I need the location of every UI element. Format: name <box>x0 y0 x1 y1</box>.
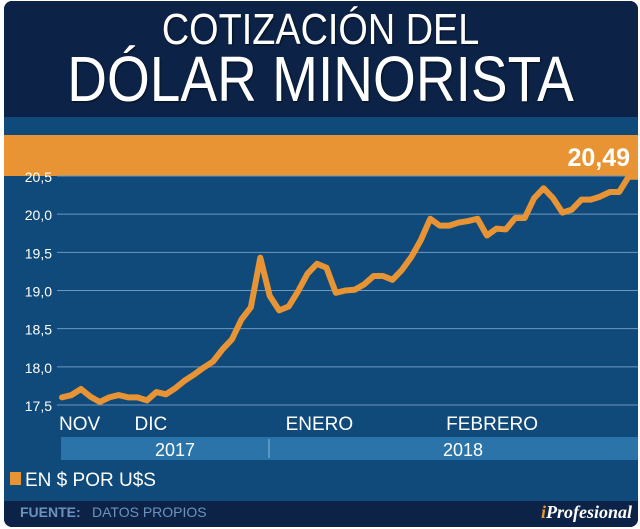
data-point <box>137 396 139 398</box>
data-point <box>429 218 431 220</box>
data-point <box>382 275 384 277</box>
data-point <box>609 191 611 193</box>
header: COTIZACIÓN DEL DÓLAR MINORISTA <box>4 1 638 117</box>
data-point <box>533 197 535 199</box>
data-point <box>278 309 280 311</box>
data-point <box>61 396 63 398</box>
iprofesional-logo: iProfesional <box>541 502 632 523</box>
data-point <box>165 393 167 395</box>
data-point <box>70 394 72 396</box>
data-point <box>335 292 337 294</box>
data-point <box>297 290 299 292</box>
data-point <box>222 348 224 350</box>
legend-swatch <box>10 472 21 485</box>
data-point <box>373 275 375 277</box>
data-point <box>108 396 110 398</box>
data-point <box>250 306 252 308</box>
data-point <box>552 197 554 199</box>
data-point <box>269 295 271 297</box>
title-line-1-text: COTIZACIÓN DEL <box>162 5 480 54</box>
data-point <box>240 319 242 321</box>
data-point <box>410 256 412 258</box>
data-point <box>628 176 630 178</box>
data-point <box>155 391 157 393</box>
data-point <box>590 199 592 201</box>
data-point <box>316 263 318 265</box>
data-point <box>363 283 365 285</box>
data-point <box>354 289 356 291</box>
title-line-2: DÓLAR MINORISTA <box>4 47 638 111</box>
x-month-label: FEBRERO <box>446 414 538 435</box>
year-label: 2017 <box>155 440 195 460</box>
data-point <box>325 267 327 269</box>
data-point <box>401 269 403 271</box>
last-value-label: 20,49 <box>567 144 630 172</box>
data-point <box>174 387 176 389</box>
data-point <box>259 257 261 259</box>
data-point <box>505 228 507 230</box>
data-point <box>439 225 441 227</box>
data-point <box>561 212 563 214</box>
data-point <box>618 191 620 193</box>
data-point <box>203 367 205 369</box>
data-point <box>193 373 195 375</box>
y-tick-label: 17,5 <box>25 398 52 414</box>
year-label: 2018 <box>443 440 483 460</box>
title-line-1: COTIZACIÓN DEL <box>4 7 638 53</box>
y-tick-label: 19,5 <box>25 245 52 261</box>
series-line <box>59 173 638 405</box>
data-point <box>448 225 450 227</box>
data-point <box>231 338 233 340</box>
data-point <box>495 228 497 230</box>
data-point <box>420 239 422 241</box>
source-value: DATOS PROPIOS <box>92 504 207 520</box>
year-bar <box>61 437 638 460</box>
y-tick-label: 19,0 <box>25 284 52 300</box>
data-point <box>288 306 290 308</box>
y-tick-label: 18,5 <box>25 322 52 338</box>
x-month-label: NOV <box>59 414 101 435</box>
footer: FUENTE: DATOS PROPIOS iProfesional <box>4 501 638 527</box>
data-point <box>89 396 91 398</box>
infographic-panel: COTIZACIÓN DEL DÓLAR MINORISTA 20,49 17,5… <box>4 1 638 527</box>
data-point <box>127 396 129 398</box>
x-month-label: DIC <box>135 414 168 435</box>
data-point <box>580 199 582 201</box>
data-point <box>486 235 488 237</box>
y-tick-label: 20,5 <box>25 169 52 185</box>
data-point <box>146 399 148 401</box>
source-label: FUENTE: <box>20 504 81 520</box>
y-tick-label: 18,0 <box>25 360 52 376</box>
data-point <box>476 218 478 220</box>
x-month-label: ENERO <box>286 414 354 435</box>
highlight-band <box>4 135 638 176</box>
data-point <box>524 217 526 219</box>
data-point <box>599 196 601 198</box>
data-point <box>391 279 393 281</box>
data-point <box>543 187 545 189</box>
y-tick-label: 20,0 <box>25 207 52 223</box>
line-chart: 20,49 17,5 18,0 18,5 19,0 19,5 20,0 20,5 NOV DIC E… <box>4 135 638 491</box>
data-point <box>467 220 469 222</box>
legend-label: EN $ POR U$S <box>25 470 156 491</box>
data-point <box>637 176 638 178</box>
data-point <box>212 360 214 362</box>
data-point <box>80 388 82 390</box>
data-point <box>458 222 460 224</box>
title-line-2-text: DÓLAR MINORISTA <box>67 43 575 115</box>
data-point <box>344 290 346 291</box>
data-point <box>514 217 516 219</box>
data-point <box>307 273 309 275</box>
logo-i: i <box>540 502 546 522</box>
data-point <box>571 209 573 211</box>
data-point <box>118 394 120 396</box>
logo-text: Profesional <box>545 502 632 522</box>
data-point <box>184 380 186 382</box>
data-point <box>99 401 101 403</box>
